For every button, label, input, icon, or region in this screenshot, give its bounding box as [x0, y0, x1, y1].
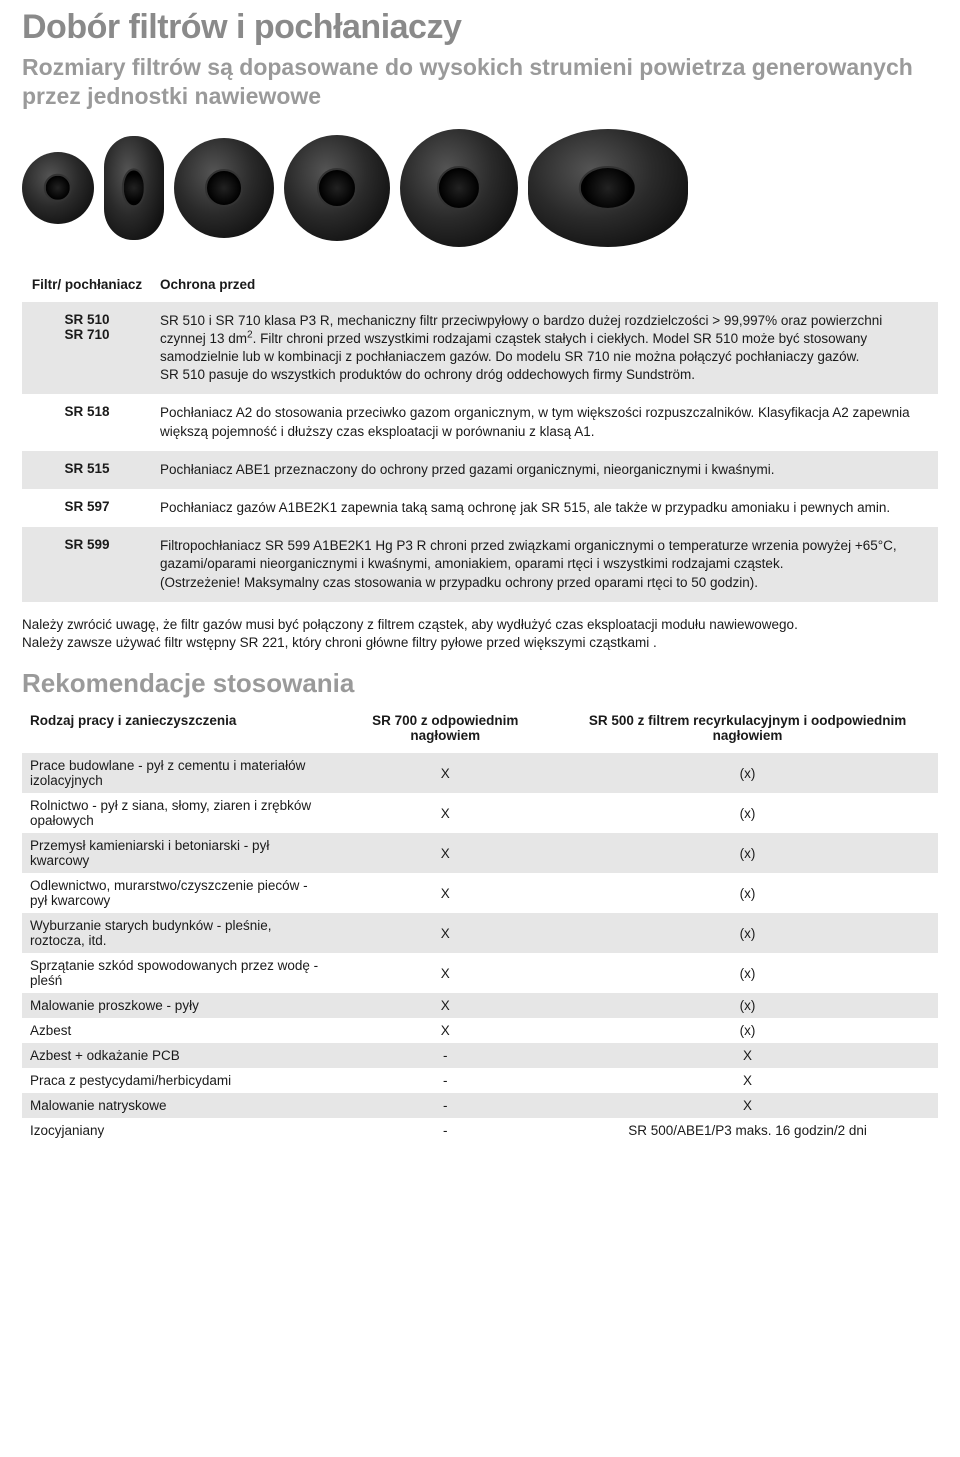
filter-product-image — [528, 129, 688, 247]
filter-product-image — [284, 135, 390, 241]
rec-sr700-cell: X — [333, 793, 557, 833]
rec-work-type: Malowanie proszkowe - pyły — [22, 993, 333, 1018]
filter-product-image — [400, 129, 518, 247]
filter-label: SR 518 — [22, 394, 152, 450]
rec-sr700-cell: X — [333, 993, 557, 1018]
filter-label: SR 599 — [22, 527, 152, 602]
rec-work-type: Rolnictwo - pył z siana, słomy, ziaren i… — [22, 793, 333, 833]
filter-description: Filtropochłaniacz SR 599 A1BE2K1 Hg P3 R… — [152, 527, 938, 602]
rec-work-type: Prace budowlane - pył z cementu i materi… — [22, 753, 333, 793]
filter-product-image — [104, 136, 164, 240]
rec-sr500-cell: SR 500/ABE1/P3 maks. 16 godzin/2 dni — [557, 1118, 938, 1143]
rec-sr500-cell: (x) — [557, 873, 938, 913]
rec-sr700-cell: X — [333, 873, 557, 913]
rec-sr700-cell: X — [333, 833, 557, 873]
rec-sr500-cell: (x) — [557, 753, 938, 793]
rec-sr500-cell: (x) — [557, 793, 938, 833]
filter-label: SR 515 — [22, 451, 152, 489]
rec-table-row: Odlewnictwo, murarstwo/czyszczenie piecó… — [22, 873, 938, 913]
filter-description: Pochłaniacz gazów A1BE2K1 zapewnia taką … — [152, 489, 938, 527]
rec-work-type: Odlewnictwo, murarstwo/czyszczenie piecó… — [22, 873, 333, 913]
rec-table-row: Azbest + odkażanie PCB-X — [22, 1043, 938, 1068]
rec-work-type: Wyburzanie starych budynków - pleśnie, r… — [22, 913, 333, 953]
rec-sr700-cell: X — [333, 1018, 557, 1043]
filter-product-image — [174, 138, 274, 238]
rec-table-row: Rolnictwo - pył z siana, słomy, ziaren i… — [22, 793, 938, 833]
filter-label: SR 597 — [22, 489, 152, 527]
rec-work-type: Malowanie natryskowe — [22, 1093, 333, 1118]
rec-sr500-cell: X — [557, 1043, 938, 1068]
rec-table-row: Przemysł kamieniarski i betoniarski - py… — [22, 833, 938, 873]
rec-col-3-header: SR 500 z filtrem recyrkulacyjnym i oodpo… — [557, 707, 938, 753]
rec-work-type: Przemysł kamieniarski i betoniarski - py… — [22, 833, 333, 873]
rec-table-row: Malowanie proszkowe - pyłyX(x) — [22, 993, 938, 1018]
rec-col-2-header: SR 700 z odpowiednim nagłowiem — [333, 707, 557, 753]
rec-sr700-cell: - — [333, 1093, 557, 1118]
rec-sr500-cell: (x) — [557, 1018, 938, 1043]
rec-sr700-cell: X — [333, 953, 557, 993]
usage-note: Należy zwrócić uwagę, że filtr gazów mus… — [22, 616, 938, 652]
rec-work-type: Azbest — [22, 1018, 333, 1043]
recommendations-heading: Rekomendacje stosowania — [22, 668, 938, 699]
filters-col-1-header: Filtr/ pochłaniacz — [22, 271, 152, 302]
rec-sr700-cell: - — [333, 1118, 557, 1143]
rec-table-row: Sprzątanie szkód spowodowanych przez wod… — [22, 953, 938, 993]
product-images-row — [22, 129, 938, 247]
filter-description: SR 510 i SR 710 klasa P3 R, mechaniczny … — [152, 302, 938, 395]
rec-table-row: Prace budowlane - pył z cementu i materi… — [22, 753, 938, 793]
rec-sr500-cell: X — [557, 1068, 938, 1093]
rec-work-type: Azbest + odkażanie PCB — [22, 1043, 333, 1068]
rec-work-type: Izocyjaniany — [22, 1118, 333, 1143]
page-title: Dobór filtrów i pochłaniaczy — [22, 8, 938, 47]
filter-product-image — [22, 152, 94, 224]
rec-table-row: Praca z pestycydami/herbicydami-X — [22, 1068, 938, 1093]
rec-sr500-cell: (x) — [557, 993, 938, 1018]
rec-sr500-cell: (x) — [557, 833, 938, 873]
rec-sr500-cell: (x) — [557, 913, 938, 953]
page-subtitle: Rozmiary filtrów są dopasowane do wysoki… — [22, 53, 938, 111]
rec-table-row: Wyburzanie starych budynków - pleśnie, r… — [22, 913, 938, 953]
rec-table-row: Izocyjaniany-SR 500/ABE1/P3 maks. 16 god… — [22, 1118, 938, 1143]
rec-sr700-cell: X — [333, 753, 557, 793]
rec-work-type: Sprzątanie szkód spowodowanych przez wod… — [22, 953, 333, 993]
filter-label: SR 510SR 710 — [22, 302, 152, 395]
filters-table: Filtr/ pochłaniacz Ochrona przed SR 510S… — [22, 271, 938, 602]
recommendations-table: Rodzaj pracy i zanieczyszczenia SR 700 z… — [22, 707, 938, 1143]
rec-work-type: Praca z pestycydami/herbicydami — [22, 1068, 333, 1093]
rec-sr700-cell: - — [333, 1043, 557, 1068]
rec-sr700-cell: - — [333, 1068, 557, 1093]
rec-col-1-header: Rodzaj pracy i zanieczyszczenia — [22, 707, 333, 753]
rec-table-row: Malowanie natryskowe-X — [22, 1093, 938, 1118]
filter-description: Pochłaniacz ABE1 przeznaczony do ochrony… — [152, 451, 938, 489]
rec-sr500-cell: (x) — [557, 953, 938, 993]
filter-description: Pochłaniacz A2 do stosowania przeciwko g… — [152, 394, 938, 450]
rec-sr700-cell: X — [333, 913, 557, 953]
filters-col-2-header: Ochrona przed — [152, 271, 938, 302]
rec-table-row: AzbestX(x) — [22, 1018, 938, 1043]
rec-sr500-cell: X — [557, 1093, 938, 1118]
